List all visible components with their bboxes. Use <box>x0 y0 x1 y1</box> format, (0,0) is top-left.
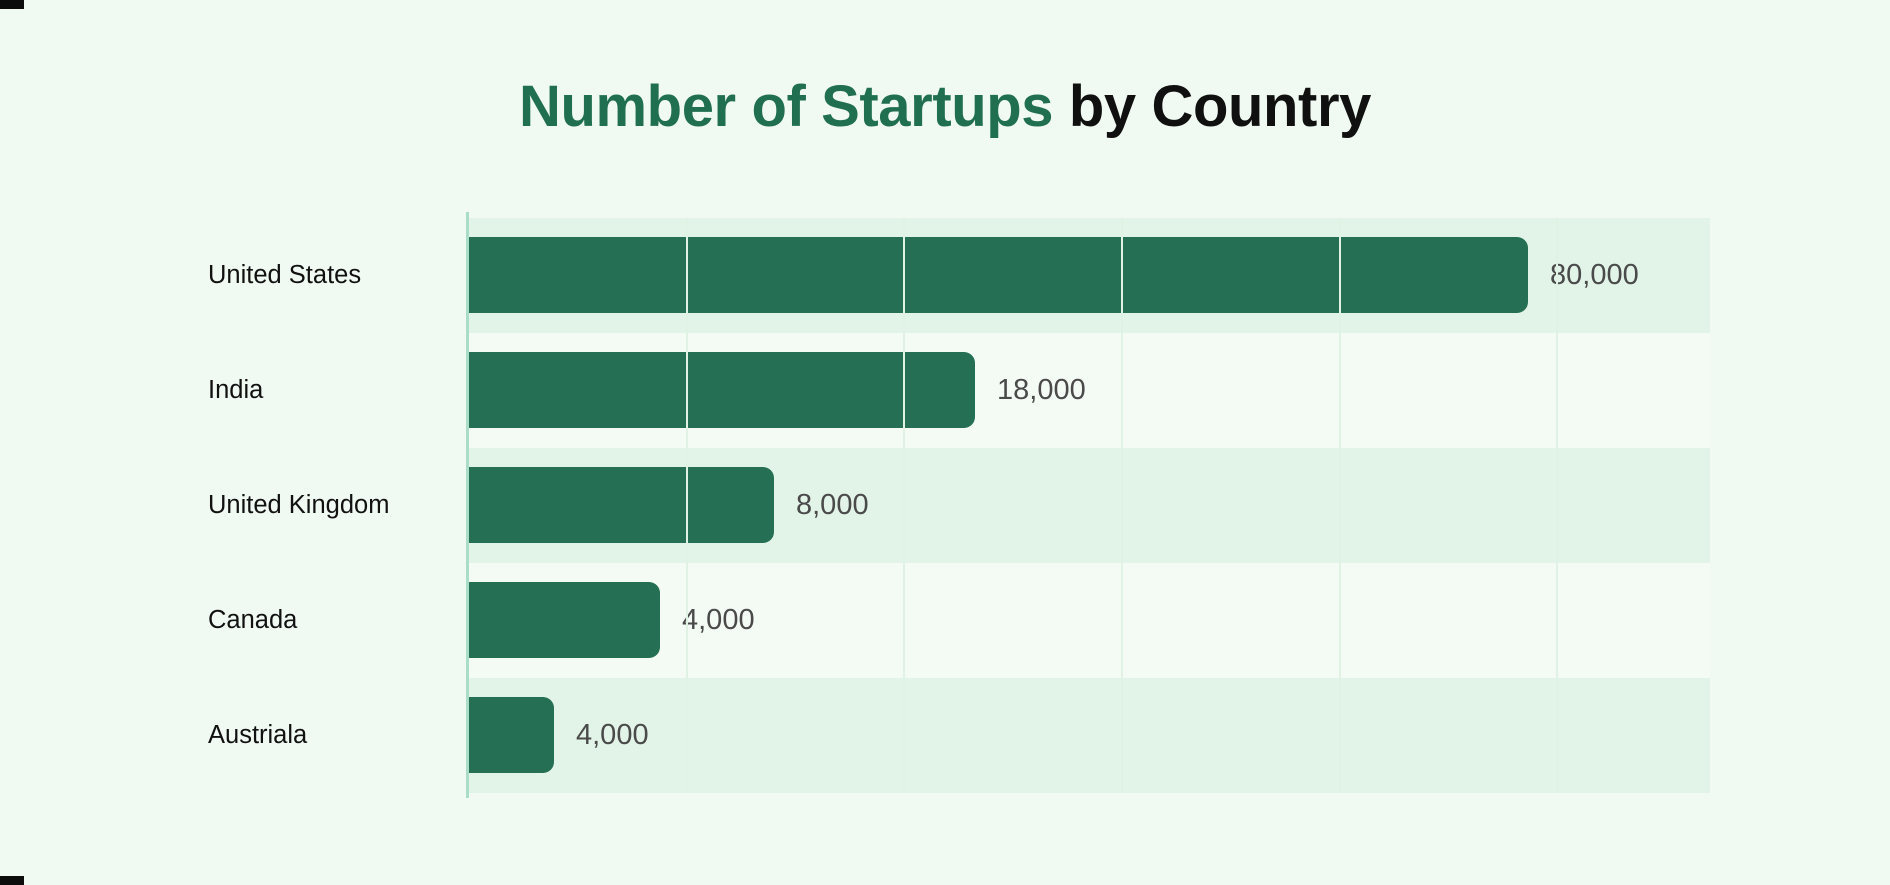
bar[interactable] <box>468 352 975 428</box>
bottom-left-notch <box>0 876 24 885</box>
category-label: Canada <box>208 606 298 634</box>
category-axis-line <box>466 212 469 798</box>
bar-value-label: 4,000 <box>576 718 649 751</box>
top-left-notch <box>0 0 24 9</box>
bar[interactable] <box>468 467 774 543</box>
bar-row: United States 80,000 <box>200 218 1710 333</box>
category-label: Austriala <box>208 721 308 749</box>
plot-area: United States 80,000 India 18,000 United Kin… <box>200 212 1710 798</box>
bar-row: United Kingdom 8,000 <box>200 448 1710 563</box>
bar-value-label: 4,000 <box>682 603 755 636</box>
bar-row: Canada 4,000 <box>200 563 1710 678</box>
row-band <box>468 563 1710 678</box>
page-title-accent: Number of Startups <box>518 74 1054 139</box>
bar-value-label: 18,000 <box>997 373 1086 406</box>
bar[interactable] <box>468 237 1528 313</box>
category-label: India <box>208 376 264 404</box>
bar[interactable] <box>468 582 660 658</box>
bar-row: India 18,000 <box>200 333 1710 448</box>
bar-value-label: 8,000 <box>796 488 869 521</box>
page-title: Number of Startups by Country <box>0 78 1890 136</box>
bar-rows: United States 80,000 India 18,000 United Kin… <box>200 218 1710 793</box>
bar[interactable] <box>468 697 554 773</box>
page-title-plain: by Country <box>1053 74 1372 139</box>
category-label: United Kingdom <box>208 491 390 519</box>
bar-value-label: 80,000 <box>1550 258 1639 291</box>
bar-row: Austriala 4,000 <box>200 678 1710 793</box>
category-label: United States <box>208 261 362 289</box>
row-band <box>468 678 1710 793</box>
